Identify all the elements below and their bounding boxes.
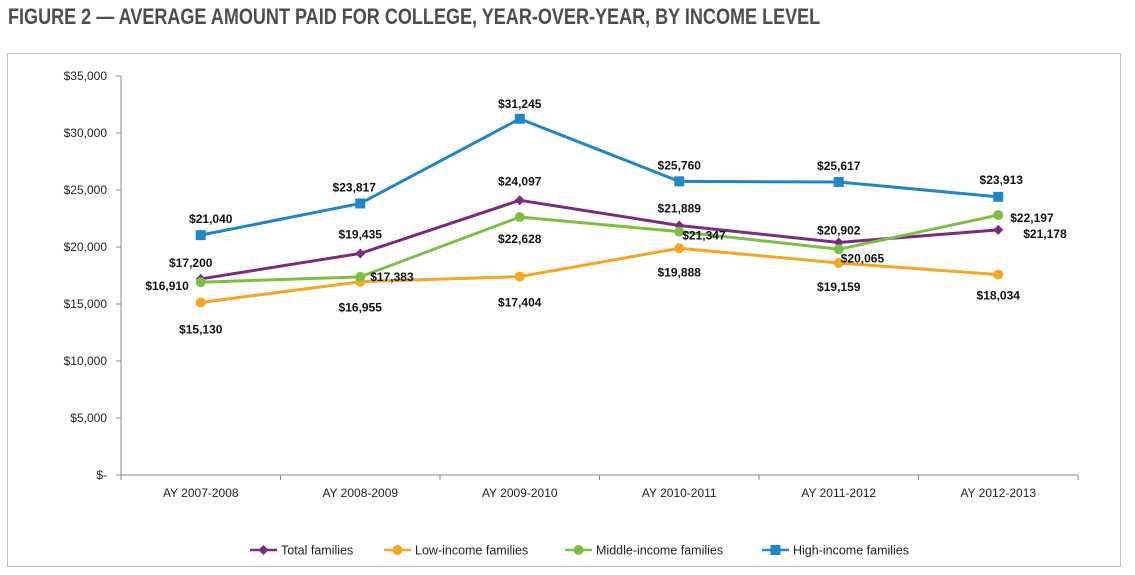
middle-income-marker bbox=[993, 210, 1004, 221]
middle-income-data-label: $16,910 bbox=[145, 279, 189, 293]
chart-frame bbox=[7, 53, 1121, 567]
high-income-data-label: $25,760 bbox=[658, 158, 702, 172]
high-income-marker bbox=[674, 176, 685, 187]
high-income-data-label: $31,245 bbox=[498, 97, 542, 111]
high-income-marker bbox=[195, 230, 206, 241]
low-income-data-label: $17,404 bbox=[498, 296, 542, 310]
low-income-marker bbox=[674, 243, 685, 254]
middle-income-marker bbox=[674, 226, 685, 237]
y-tick-label: $25,000 bbox=[64, 183, 108, 197]
middle-income-data-label: $22,197 bbox=[1010, 211, 1054, 225]
total-families-legend-label: Total families bbox=[281, 544, 353, 558]
low-income-legend-marker bbox=[392, 545, 403, 555]
figure-title: FIGURE 2 — AVERAGE AMOUNT PAID FOR COLLE… bbox=[8, 4, 821, 29]
high-income-legend-label: High-income families bbox=[793, 544, 909, 558]
middle-income-data-label: $20,065 bbox=[841, 251, 885, 265]
middle-income-marker bbox=[833, 244, 844, 255]
total-families-data-label: $21,889 bbox=[658, 201, 702, 215]
x-tick-label: AY 2008-2009 bbox=[322, 486, 398, 500]
x-tick-label: AY 2009-2010 bbox=[482, 486, 558, 500]
total-families-marker bbox=[993, 224, 1004, 235]
x-tick-label: AY 2007-2008 bbox=[163, 486, 239, 500]
low-income-series-line bbox=[200, 246, 999, 305]
total-families-data-label: $17,200 bbox=[169, 256, 213, 270]
total-families-series-line bbox=[200, 198, 999, 281]
middle-income-series-line bbox=[200, 213, 999, 284]
high-income-marker bbox=[355, 198, 366, 209]
total-families-data-label: $21,178 bbox=[1023, 227, 1067, 241]
y-tick-label: $10,000 bbox=[64, 354, 108, 368]
total-families-data-label: $20,902 bbox=[817, 223, 861, 237]
total-families-legend-marker bbox=[258, 545, 269, 555]
total-families-marker bbox=[355, 248, 366, 259]
high-income-marker bbox=[514, 113, 525, 124]
low-income-data-label: $15,130 bbox=[179, 323, 223, 337]
total-families-marker bbox=[833, 237, 844, 248]
low-income-legend-label: Low-income families bbox=[415, 544, 528, 558]
low-income-marker bbox=[993, 269, 1004, 280]
low-income-data-label: $19,159 bbox=[817, 280, 861, 294]
y-tick-label: $20,000 bbox=[64, 240, 108, 254]
low-income-data-label: $18,034 bbox=[977, 289, 1021, 303]
middle-income-marker bbox=[355, 271, 366, 282]
middle-income-marker bbox=[195, 277, 206, 288]
high-income-marker bbox=[833, 177, 844, 188]
y-tick-label: $35,000 bbox=[64, 69, 108, 83]
low-income-marker bbox=[833, 257, 844, 268]
middle-income-legend-label: Middle-income families bbox=[596, 544, 723, 558]
total-families-data-label: $19,435 bbox=[339, 227, 383, 241]
x-tick-label: AY 2011-2012 bbox=[801, 486, 876, 500]
high-income-data-label: $25,617 bbox=[817, 159, 861, 173]
high-income-data-label: $23,913 bbox=[980, 173, 1024, 187]
high-income-data-label: $23,817 bbox=[333, 180, 377, 194]
y-tick-label: $30,000 bbox=[64, 126, 108, 140]
middle-income-legend-marker bbox=[573, 545, 584, 555]
low-income-marker bbox=[195, 297, 206, 308]
y-tick-label: $5,000 bbox=[70, 411, 107, 425]
low-income-data-label: $16,955 bbox=[339, 301, 383, 315]
high-income-data-label: $21,040 bbox=[189, 212, 233, 226]
high-income-marker bbox=[993, 191, 1004, 202]
total-families-data-label: $24,097 bbox=[498, 174, 542, 188]
middle-income-data-label: $21,347 bbox=[682, 229, 726, 243]
low-income-marker bbox=[514, 271, 525, 282]
middle-income-data-label: $22,628 bbox=[498, 232, 542, 246]
high-income-series-line bbox=[200, 117, 999, 237]
middle-income-marker bbox=[514, 212, 525, 223]
y-tick-label: $- bbox=[96, 468, 107, 482]
middle-income-data-label: $17,383 bbox=[370, 270, 414, 284]
total-families-marker bbox=[514, 195, 525, 206]
x-tick-label: AY 2010-2011 bbox=[642, 486, 717, 500]
x-tick-label: AY 2012-2013 bbox=[960, 486, 1036, 500]
y-tick-label: $15,000 bbox=[64, 297, 108, 311]
low-income-data-label: $19,888 bbox=[658, 265, 702, 279]
high-income-legend-marker bbox=[770, 545, 781, 555]
